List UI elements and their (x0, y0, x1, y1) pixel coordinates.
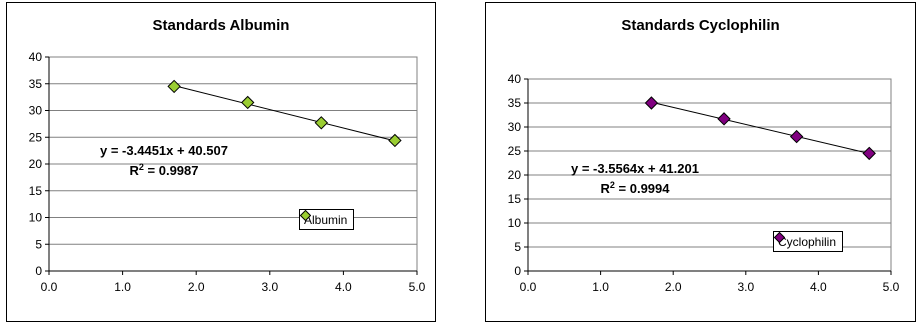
y-tick-label: 10 (508, 216, 522, 230)
x-tick-label: 3.0 (737, 280, 754, 294)
data-point (241, 95, 255, 110)
legend-marker-diamond-icon (774, 232, 785, 243)
chart-panel-cyclophilin: Standards Cyclophilin 0 5 10 15 20 25 30 35 40 0.… (485, 2, 916, 322)
r-squared-superscript: 2 (610, 180, 615, 190)
r-squared-label: R2 = 0.9987 (130, 162, 199, 178)
y-tick-label: 0 (35, 264, 42, 278)
x-tick-label: 3.0 (261, 280, 278, 294)
x-tick-label: 0.0 (520, 280, 537, 294)
data-point (717, 112, 731, 126)
data-point (167, 79, 181, 94)
x-tick-label: 1.0 (592, 280, 609, 294)
x-tick-label: 1.0 (114, 280, 131, 294)
y-tick-label: 30 (29, 104, 43, 118)
legend-label: Albumin (304, 213, 348, 227)
y-tick-label: 25 (29, 130, 43, 144)
legend-label: Cyclophilin (778, 235, 837, 249)
y-tick-label: 15 (508, 192, 522, 206)
trendline (651, 101, 870, 154)
trendline-equation: y = -3.4451x + 40.507 (100, 143, 228, 158)
y-tick-label: 20 (29, 157, 43, 171)
chart-panel-albumin: Standards Albumin 0 5 10 15 20 25 30 35 40 0.0 1.0… (6, 2, 436, 322)
trendline (173, 85, 396, 142)
r-squared-prefix: R (601, 181, 611, 196)
chart-canvas: 0 5 10 15 20 25 30 35 40 0.0 1.0 2.0 3.0 4.0 5.0 y = -3… (29, 50, 426, 294)
data-point (789, 129, 804, 144)
chart-legend: Albumin (299, 209, 355, 230)
chart-legend: Cyclophilin (773, 231, 844, 252)
r-squared-label: R2 = 0.9994 (601, 180, 671, 196)
y-tick-label: 40 (29, 50, 43, 64)
y-tick-label: 40 (508, 72, 522, 86)
data-point (388, 133, 402, 148)
y-tick-label: 5 (35, 237, 42, 251)
y-tick-label: 35 (29, 77, 43, 91)
chart-canvas: 0 5 10 15 20 25 30 35 40 0.0 1.0 2.0 3.0 4.0 5.0 y = -3… (508, 72, 900, 294)
y-tick-label: 35 (508, 96, 522, 110)
x-tick-label: 2.0 (188, 280, 205, 294)
trendline-equation: y = -3.5564x + 41.201 (571, 161, 699, 176)
y-tick-label: 10 (29, 211, 43, 225)
y-tick-label: 0 (514, 264, 521, 278)
chart-title: Standards Albumin (152, 17, 290, 34)
y-tick-label: 20 (508, 168, 522, 182)
data-point (862, 146, 876, 161)
y-tick-label: 30 (508, 120, 522, 134)
x-tick-label: 4.0 (335, 280, 352, 294)
x-tick-label: 5.0 (409, 280, 426, 294)
r-squared-value: = 0.9987 (144, 163, 199, 178)
data-point (314, 116, 329, 130)
r-squared-value: = 0.9994 (615, 181, 670, 196)
y-tick-label: 25 (508, 144, 522, 158)
y-tick-label: 5 (514, 240, 521, 254)
chart-title: Standards Cyclophilin (621, 17, 780, 34)
y-tick-label: 15 (29, 184, 43, 198)
r-squared-superscript: 2 (139, 162, 144, 172)
x-tick-label: 0.0 (41, 280, 58, 294)
x-tick-label: 2.0 (665, 280, 682, 294)
data-point (644, 96, 659, 110)
r-squared-prefix: R (130, 163, 140, 178)
legend-marker-diamond-icon (300, 210, 311, 221)
x-tick-label: 4.0 (810, 280, 827, 294)
x-tick-label: 5.0 (883, 280, 900, 294)
